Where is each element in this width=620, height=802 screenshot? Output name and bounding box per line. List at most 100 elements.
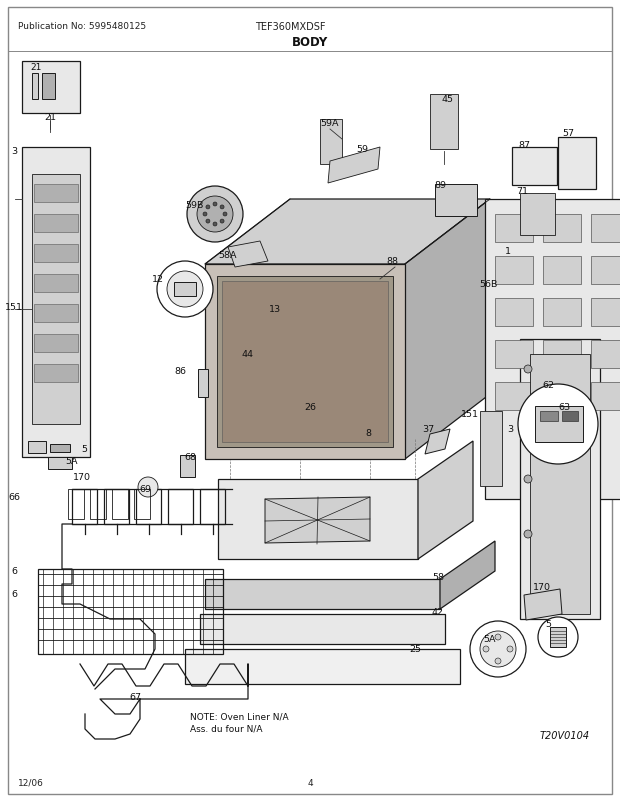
Text: 57: 57	[562, 129, 574, 138]
Text: 21: 21	[44, 113, 56, 123]
Polygon shape	[265, 497, 370, 543]
Bar	[430, 95, 458, 150]
Bar	[198, 370, 208, 398]
Text: 3: 3	[507, 425, 513, 434]
Text: 88: 88	[386, 257, 398, 266]
Bar	[495, 341, 533, 369]
Polygon shape	[200, 614, 445, 644]
Text: 6: 6	[11, 589, 17, 599]
Bar	[512, 148, 557, 186]
Text: 13: 13	[269, 305, 281, 314]
Bar	[34, 215, 78, 233]
Circle shape	[223, 213, 227, 217]
Bar	[591, 383, 620, 411]
Bar	[180, 456, 195, 477]
Text: 87: 87	[518, 141, 530, 150]
Circle shape	[206, 220, 210, 224]
Text: 63: 63	[558, 403, 570, 412]
Bar	[174, 282, 196, 297]
Bar	[90, 489, 106, 520]
Bar	[68, 489, 84, 520]
Text: 56B: 56B	[479, 280, 497, 290]
Bar	[38, 569, 223, 654]
Bar	[136, 489, 161, 525]
Text: 4: 4	[307, 778, 313, 787]
Bar	[34, 365, 78, 383]
Circle shape	[206, 205, 210, 209]
Text: 37: 37	[422, 425, 434, 434]
Text: 12: 12	[152, 275, 164, 284]
Polygon shape	[218, 480, 418, 559]
Bar	[485, 200, 620, 500]
Text: 170: 170	[73, 473, 91, 482]
Circle shape	[187, 187, 243, 243]
Text: Ass. du four N/A: Ass. du four N/A	[190, 724, 262, 733]
Text: 66: 66	[8, 493, 20, 502]
Circle shape	[203, 213, 207, 217]
Text: 67: 67	[129, 693, 141, 702]
Circle shape	[220, 205, 224, 209]
Text: BODY: BODY	[292, 36, 328, 49]
Bar	[22, 148, 90, 457]
Bar	[217, 277, 393, 448]
Text: 58A: 58A	[219, 250, 237, 259]
Circle shape	[167, 272, 203, 308]
Bar	[205, 265, 405, 460]
Text: 1: 1	[505, 247, 511, 256]
Bar	[435, 184, 477, 217]
Polygon shape	[425, 429, 450, 455]
Bar	[543, 215, 581, 243]
Bar	[520, 339, 600, 619]
Text: 21: 21	[30, 63, 42, 72]
Bar	[200, 489, 225, 525]
Text: 170: 170	[533, 583, 551, 592]
Text: 42: 42	[432, 608, 444, 617]
Polygon shape	[524, 589, 562, 620]
Bar	[34, 274, 78, 293]
Text: 5A: 5A	[484, 634, 496, 644]
Text: 59: 59	[356, 145, 368, 154]
Circle shape	[524, 530, 532, 538]
Bar	[34, 334, 78, 353]
Bar	[72, 489, 97, 525]
Bar	[50, 444, 70, 452]
Text: 151: 151	[5, 303, 23, 312]
Circle shape	[524, 420, 532, 428]
Bar	[591, 215, 620, 243]
Bar	[543, 383, 581, 411]
Bar	[530, 354, 590, 614]
Text: 45: 45	[442, 95, 454, 104]
Bar	[591, 257, 620, 285]
Polygon shape	[32, 74, 38, 100]
Circle shape	[495, 634, 501, 640]
Circle shape	[507, 646, 513, 652]
Circle shape	[483, 646, 489, 652]
Text: 26: 26	[304, 403, 316, 412]
Bar	[104, 489, 129, 525]
Polygon shape	[185, 649, 460, 684]
Bar	[550, 627, 566, 647]
Bar	[543, 341, 581, 369]
Circle shape	[197, 196, 233, 233]
Bar	[22, 62, 80, 114]
Bar	[558, 138, 596, 190]
Bar	[543, 298, 581, 326]
Text: 8: 8	[365, 429, 371, 438]
Text: 5: 5	[81, 445, 87, 454]
Text: Publication No: 5995480125: Publication No: 5995480125	[18, 22, 146, 31]
Text: TEF360MXDSF: TEF360MXDSF	[255, 22, 326, 32]
Circle shape	[495, 658, 501, 664]
Circle shape	[524, 366, 532, 374]
Text: 6: 6	[11, 567, 17, 576]
Bar	[112, 489, 128, 520]
Bar	[562, 411, 578, 422]
Polygon shape	[228, 241, 268, 268]
Polygon shape	[205, 579, 440, 610]
Text: 5: 5	[545, 620, 551, 629]
Text: 68: 68	[184, 453, 196, 462]
Text: 58: 58	[432, 573, 444, 581]
Text: T20V0104: T20V0104	[540, 730, 590, 740]
Circle shape	[213, 223, 217, 227]
Circle shape	[518, 384, 598, 464]
Text: NOTE: Oven Liner N/A: NOTE: Oven Liner N/A	[190, 712, 289, 721]
